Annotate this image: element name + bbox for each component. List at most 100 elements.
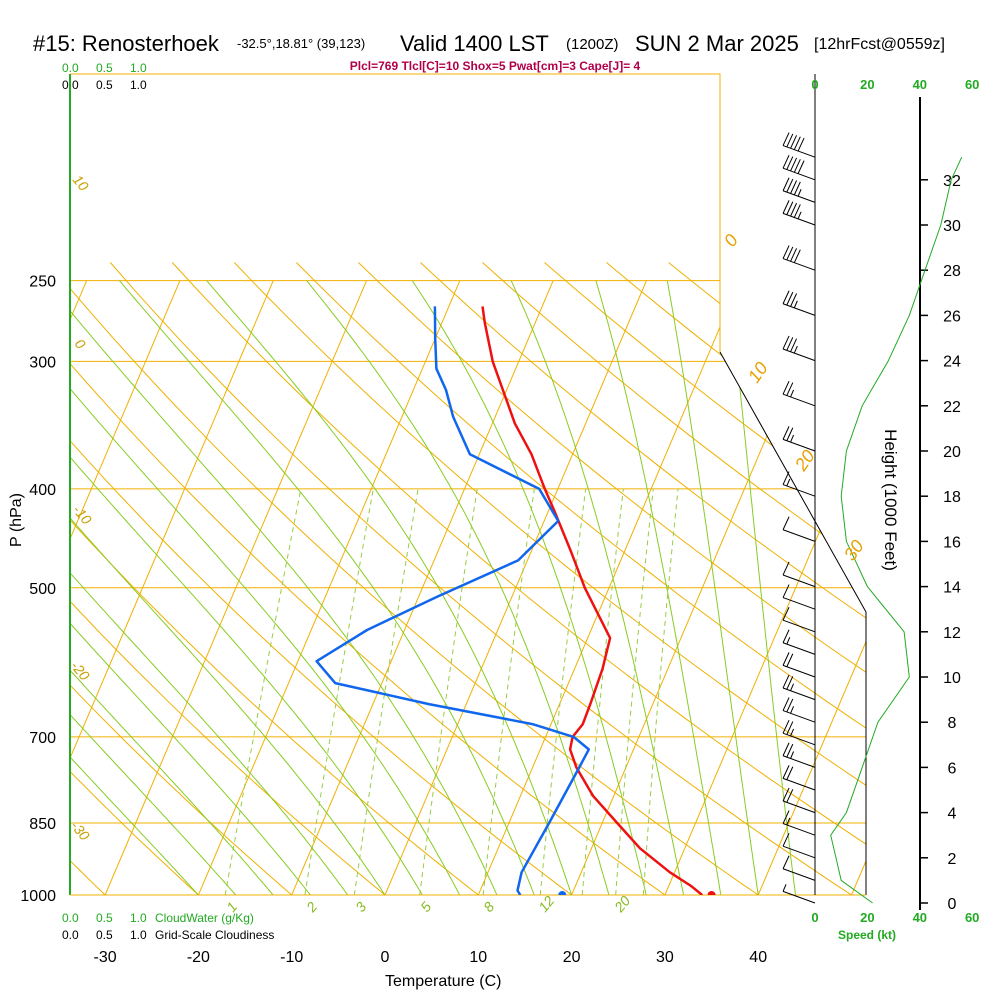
isotherm-line [291,280,554,895]
mixing-ratio-label: 3 [352,899,369,915]
dry-adiabat-line [109,262,866,895]
wind-barb-half-flag [790,706,795,714]
wind-barb-shaft [782,687,816,701]
wind-barb [782,697,816,723]
mixing-ratio-line [224,488,302,895]
height-tick-label: 24 [943,354,961,371]
wind-barb [782,765,816,791]
dry-adiabat-line [70,262,791,895]
wind-barb-half-flag [790,683,795,691]
dry-adiabat-line [70,262,507,895]
wind-barb-shaft [782,393,816,407]
height-tick-label: 28 [943,263,961,280]
wind-barb-flag [790,135,798,149]
wind-barb [782,245,816,271]
height-tick-label: 30 [943,218,961,235]
mixing-ratio-line [353,488,419,895]
moist-adiabat-line [70,280,349,895]
wind-barb-flag [782,200,790,214]
x-tick-label: -30 [94,949,117,966]
x-tick-label: 10 [469,949,487,966]
wind-barb-shaft [782,190,816,203]
frame-top [70,73,721,352]
x-tick-label: 20 [563,949,581,966]
x-axis-title: Temperature (C) [385,973,501,990]
thermo-grid [70,262,866,895]
wind-barb [782,380,816,407]
wind-barb-half-flag [793,345,798,354]
dry-adiabat-line [233,262,866,895]
wind-barb-shaft [782,845,816,859]
height-tick-label: 12 [943,625,961,642]
wind-barb-shaft [782,619,816,633]
wind-barb-half-flag [790,434,795,443]
isotherm-line [70,280,181,895]
wind-barb-shaft [782,212,816,226]
isotherm-line [384,280,647,895]
wind-barb-flag [786,766,794,780]
legend-bottom-black-1: 0.5 [96,928,113,942]
wind-barb-shaft [782,167,816,181]
mixing-ratio-line [304,488,374,895]
speed-tick-bottom: 20 [860,910,874,925]
wind-barb-half-flag [790,751,795,759]
wind-barb-shaft [782,800,816,814]
moist-adiabat-line [119,280,535,895]
station-title: #15: Renosterhoek [33,31,220,56]
wind-barb-shaft [782,258,816,271]
speed-tick-bottom: 40 [913,910,927,925]
mixing-ratio-line [642,488,679,895]
height-tick-label: 2 [948,851,957,868]
legend-bottom-green-2: 1.0 [130,911,147,925]
height-tick-label: 6 [948,760,957,777]
wind-barb-flag [786,178,794,193]
surface-dewpoint-dot [558,891,567,895]
wind-barb-shaft [782,732,816,746]
isotherm-line [70,280,274,895]
wind-barb-flag [782,674,790,689]
pressure-tick-label: 500 [29,581,56,598]
wind-barb-flag [786,721,794,735]
wind-barb-half-flag [790,389,795,398]
wind-barb-flag [782,787,790,802]
mixing-ratio-line [419,488,478,895]
wind-barb [782,132,816,158]
wind-barb [782,629,816,655]
speed-tick-top: 0 [811,77,818,92]
isotherm-label: 30 [840,536,868,564]
dry-adiabat-line [70,262,318,895]
isotherm-line [664,280,866,895]
wind-barb-flag [782,832,790,847]
mixing-ratio-line [615,488,654,895]
wind-barb-half-flag [797,189,802,197]
legend-bottom-black-2: 1.0 [130,928,147,942]
moist-adiabat-line [70,280,461,895]
wind-barb [782,674,816,701]
wind-barb [782,832,816,859]
dry-adiabat-line [70,262,129,895]
legend-top-green-1: 0.5 [96,61,113,75]
height-tick-label: 20 [943,444,961,461]
wind-barb-flag [782,629,790,643]
forecast-date: SUN 2 Mar 2025 [635,31,799,56]
height-tick-label: 18 [943,489,961,506]
dry-adiabat-label: 10 [70,172,92,194]
wind-barb-flag [782,380,790,395]
dry-adiabat-line [70,262,223,895]
wind-barb-half-flag [786,817,791,826]
wind-barb-flag [786,743,794,758]
wind-barb-half-flag [790,728,795,737]
valid-time: Valid 1400 LST [400,31,549,56]
dry-adiabat-line [358,262,866,895]
moist-adiabat-line [70,280,237,895]
wind-barb-flag [790,338,798,352]
wind-barb-flag [786,291,794,306]
wind-barb [782,855,816,881]
stability-indices: Plcl=769 Tlcl[C]=10 Shox=5 Pwat[cm]=3 Ca… [350,59,641,73]
wind-barb [782,177,816,203]
wind-barb-shaft [782,145,816,158]
tropopause-boundary [719,351,867,613]
wind-barb [782,787,816,814]
wind-barb-shaft [782,710,816,723]
